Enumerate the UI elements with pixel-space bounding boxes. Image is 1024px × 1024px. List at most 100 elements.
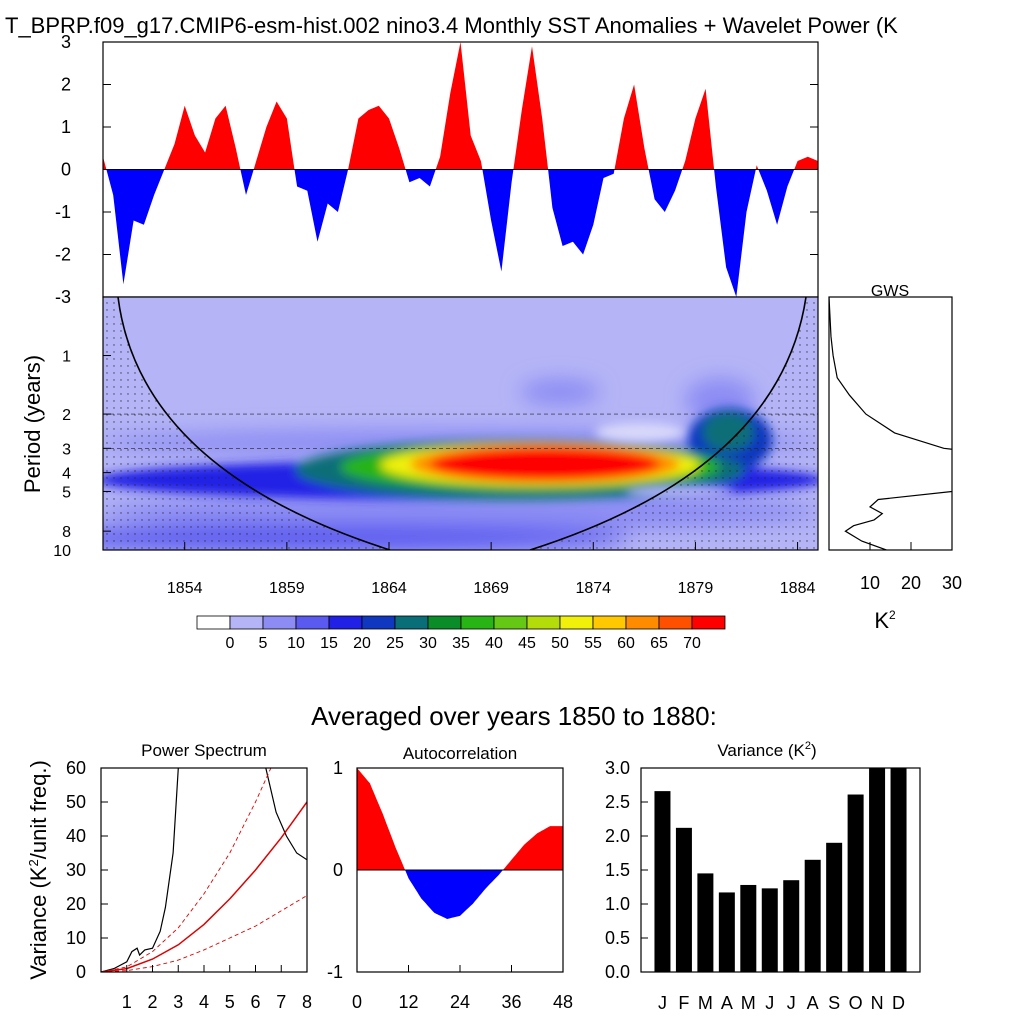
sst-y-tick-label: -1 [55,202,71,222]
wavelet-y-tick-label: 4 [62,466,71,483]
sst-y-tick-label: 0 [61,160,71,180]
wavelet-y-tick-label: 8 [62,524,71,541]
sst-anomaly-negative-area [103,169,818,297]
autocorrelation-panel: Autocorrelation 1 0 -1 0 12 24 36 48 [327,744,573,1012]
power-spectrum-lines [101,768,307,972]
variance-month-label: S [828,993,840,1013]
autocorrelation-x-tick-label: 36 [501,992,521,1012]
autocorrelation-negative-area [357,870,563,919]
autocorrelation-y-axis: 1 0 -1 [327,758,364,982]
power-spectrum-frame [100,767,308,973]
variance-bar [654,791,671,972]
wavelet-y-tick-label: 1 [62,349,71,366]
wavelet-y-tick-label: 2 [62,407,71,424]
variance-bars [654,768,907,972]
colorbar-swatch [394,615,429,630]
colorbar-swatch [295,615,330,630]
colorbar-swatch [328,615,363,630]
sst-anomaly-positive-area [103,42,818,170]
colorbar-swatch [361,615,396,630]
colorbar-swatch [262,615,297,630]
variance-month-label: O [849,993,863,1013]
power-spectrum-x-tick-label: 2 [147,992,157,1012]
power-spectrum-x-tick-label: 6 [250,992,260,1012]
variance-y-tick-label: 0.5 [605,928,630,948]
colorbar-label: 20 [353,635,371,652]
autocorrelation-y-tick-label: 1 [333,758,343,778]
wavelet-clear-1877 [595,422,685,442]
wavelet-x-tick-label: 1864 [371,580,407,597]
variance-month-label: A [721,993,733,1013]
colorbar-swatch [229,615,264,630]
sst-anomaly-areas [103,42,818,297]
autocorrelation-x-tick-label: 24 [450,992,470,1012]
variance-y-tick-label: 2.0 [605,826,630,846]
power-spectrum-series-line [101,768,179,972]
averaged-title: Averaged over years 1850 to 1880: [311,701,717,731]
variance-month-label: A [807,993,819,1013]
power-spectrum-y-label: Variance (K2/unit freq.) [26,760,51,980]
sst-y-tick-label: 1 [61,117,71,137]
wavelet-x-tick-label: 1884 [780,580,816,597]
variance-month-label: D [892,993,905,1013]
autocorrelation-x-axis: 0 12 24 36 48 [352,965,573,1012]
gws-x-tick-label: 30 [942,573,962,593]
autocorrelation-positive-area [357,768,563,870]
power-spectrum-title: Power Spectrum [141,741,267,760]
variance-bar [847,794,864,972]
cone-of-influence-right [530,297,818,550]
cone-of-influence-left [103,297,390,550]
gws-panel: GWS 10 20 30 K2 [828,283,962,633]
autocorrelation-areas [357,768,563,919]
wavelet-power-field [103,297,818,550]
variance-bar [697,873,714,972]
variance-bar [890,768,907,972]
power-spectrum-y-tick-label: 30 [66,860,86,880]
sst-y-axis: 3 2 1 0 -1 -2 -3 [55,32,818,307]
wavelet-y-tick-label: 5 [62,484,71,501]
gws-x-tick-label: 10 [860,573,880,593]
variance-month-label: J [658,993,667,1013]
gws-x-tick-label: 20 [901,573,921,593]
variance-month-label: N [871,993,884,1013]
colorbar-swatch [592,615,627,630]
wavelet-y-tick-label: 3 [62,441,71,458]
sst-y-tick-label: -3 [55,287,71,307]
colorbar-label: 50 [551,635,569,652]
variance-bar [783,880,800,972]
variance-month-label: J [787,993,796,1013]
power-spectrum-x-tick-label: 1 [122,992,132,1012]
cone-of-influence-curve [117,297,807,550]
colorbar-label: 5 [259,635,268,652]
wavelet-frame [102,296,819,551]
variance-bar [675,827,692,972]
variance-month-label: F [678,993,689,1013]
sst-y-tick-label: 2 [61,75,71,95]
autocorrelation-x-tick-label: 12 [398,992,418,1012]
gws-title: GWS [871,283,909,300]
wavelet-y-tick-label: 10 [53,543,71,560]
colorbar-label: 40 [485,635,503,652]
variance-bar [869,768,886,972]
sst-y-tick-label: 3 [61,32,71,52]
variance-bar [718,892,735,972]
variance-y-tick-label: 2.5 [605,792,630,812]
power-spectrum-y-tick-label: 60 [66,758,86,778]
figure-title: T_BPRP.f09_g17.CMIP6-esm-hist.002 nino3.… [5,13,898,38]
colorbar-label: 70 [683,635,701,652]
colorbar-label: 0 [226,635,235,652]
wavelet-x-tick-label: 1869 [473,580,509,597]
gws-curve [829,297,952,550]
colorbar-label: 15 [320,635,338,652]
autocorrelation-title: Autocorrelation [403,744,517,763]
wavelet-x-tick-label: 1859 [269,580,305,597]
power-spectrum-x-tick-label: 5 [225,992,235,1012]
wavelet-x-tick-label: 1874 [575,580,611,597]
wavelet-blob-1872-1yr [520,379,600,405]
wavelet-ridge-peak [430,447,660,481]
autocorrelation-y-tick-label: -1 [327,962,343,982]
